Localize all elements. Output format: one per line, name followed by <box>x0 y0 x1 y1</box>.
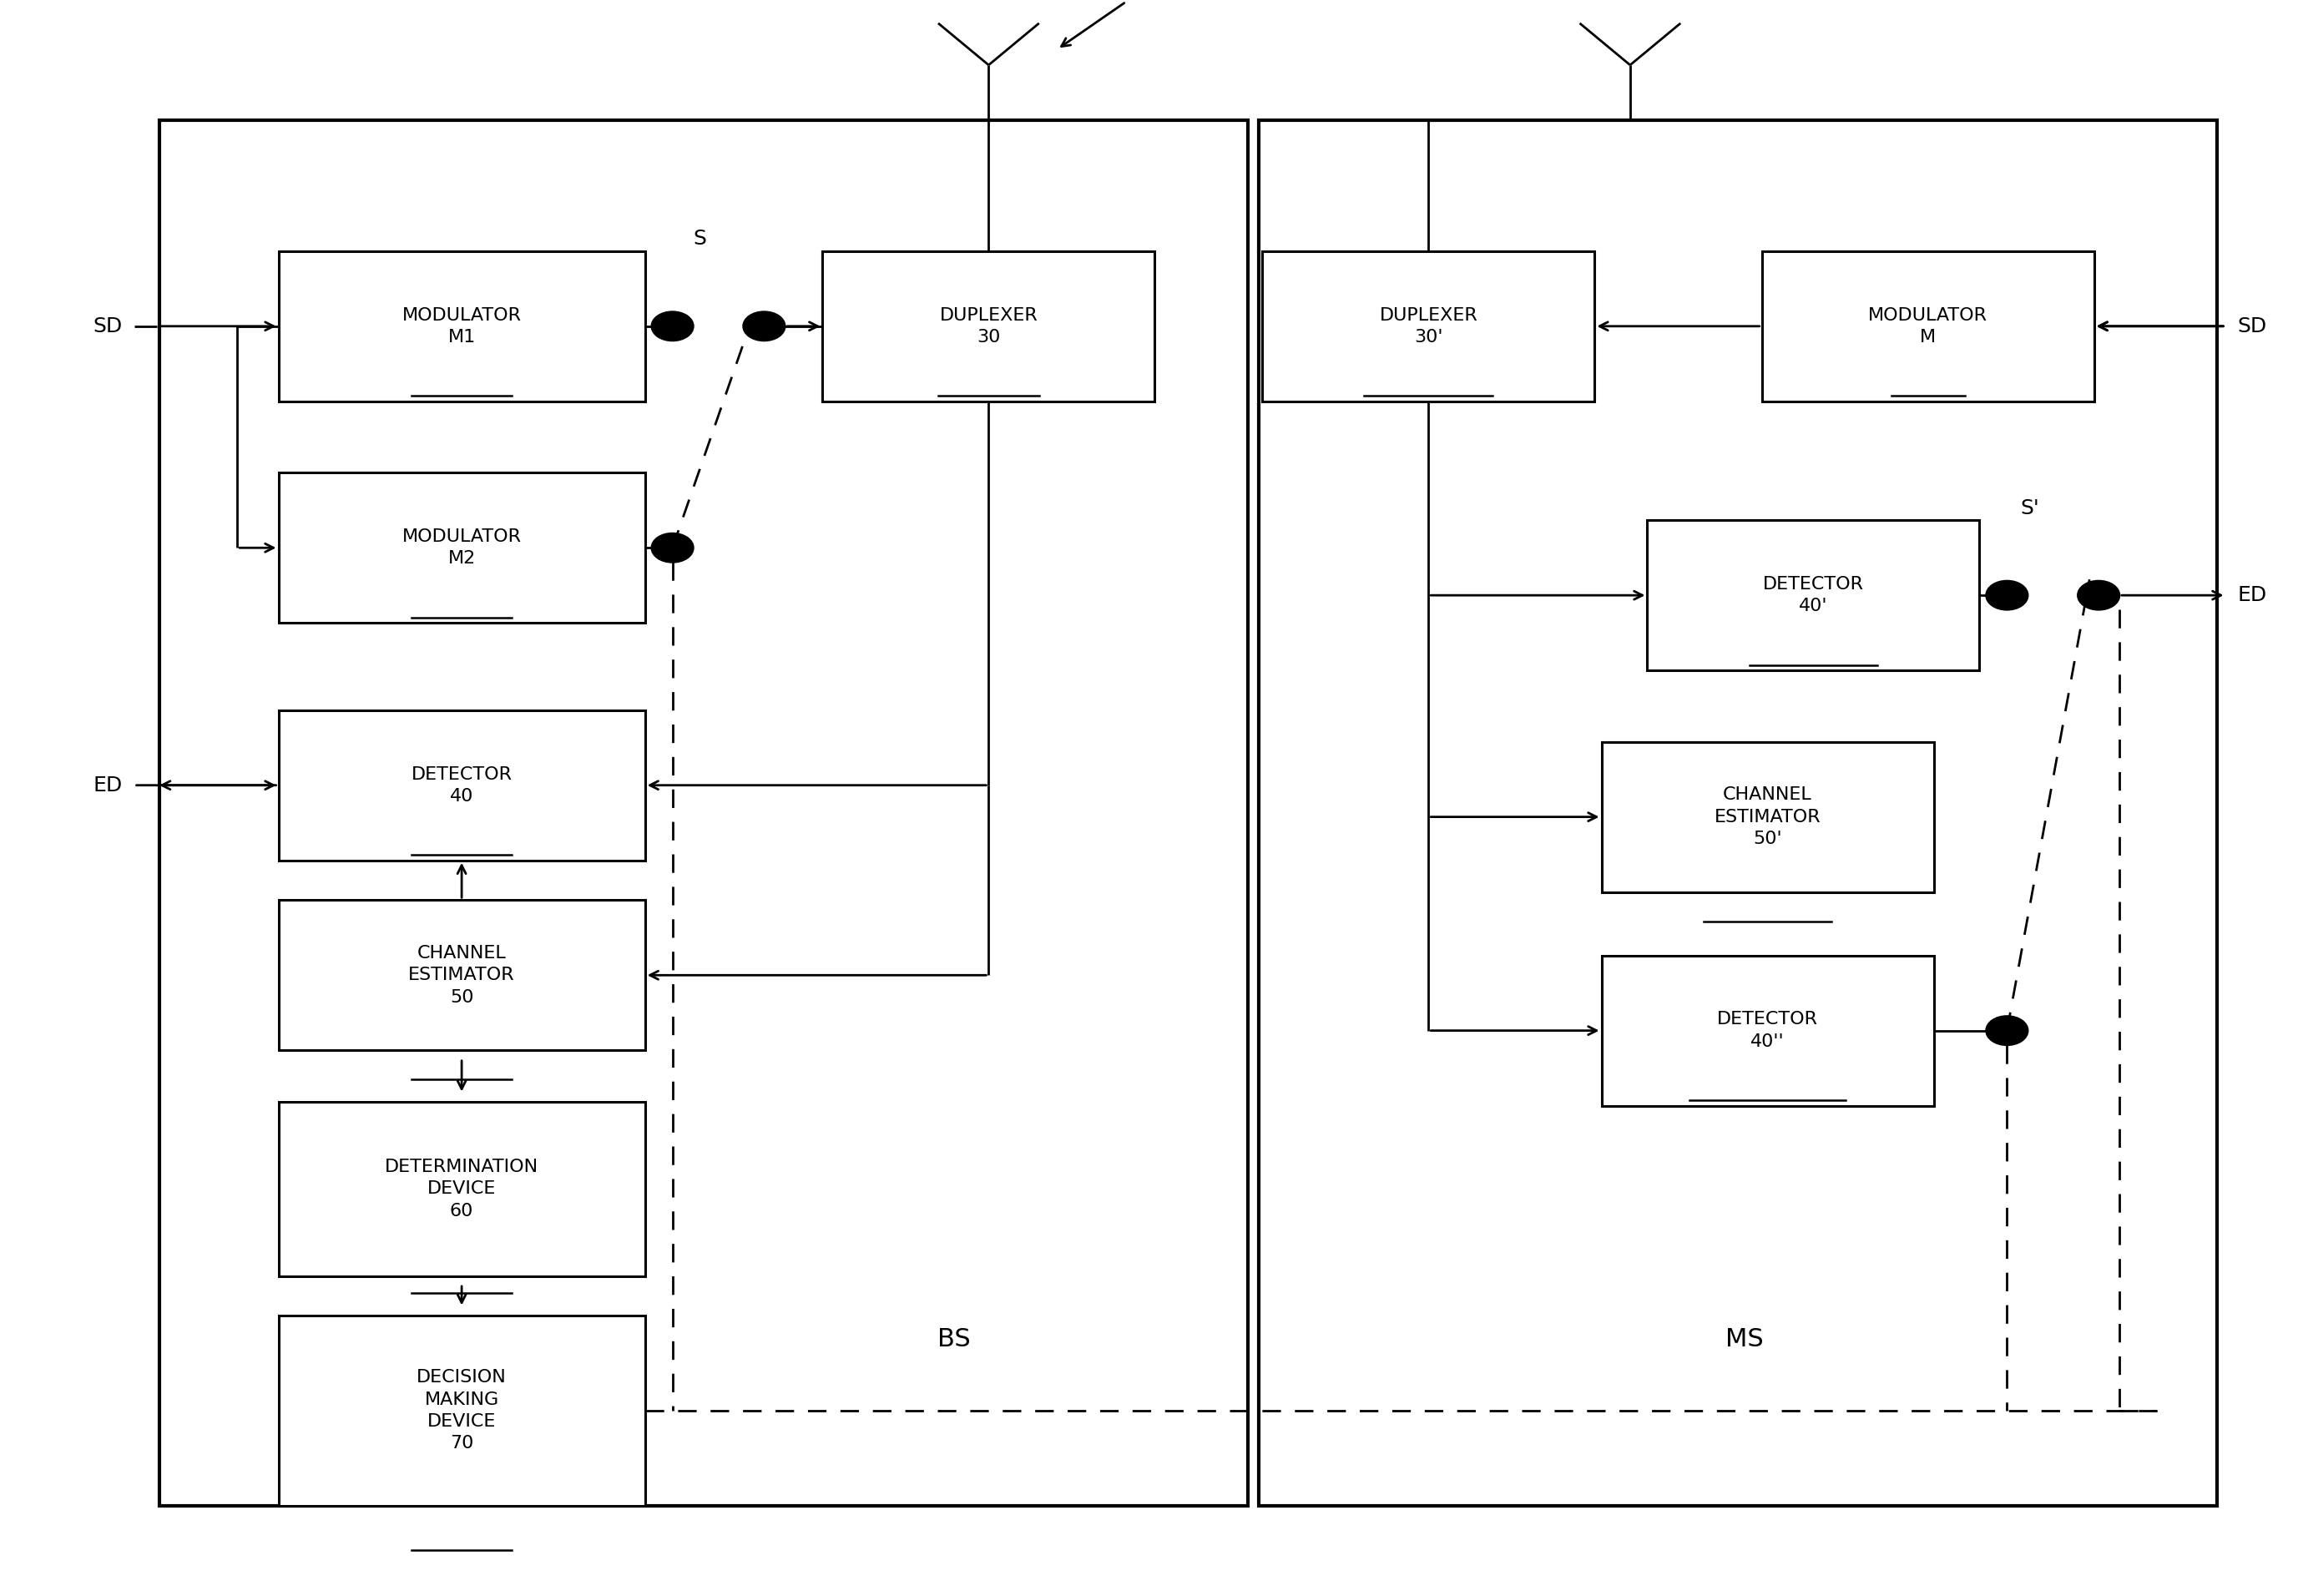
Text: DETERMINATION
DEVICE
60: DETERMINATION DEVICE 60 <box>384 1159 538 1219</box>
Text: MODULATOR
M2: MODULATOR M2 <box>402 528 522 567</box>
Circle shape <box>745 311 784 340</box>
Circle shape <box>653 311 694 340</box>
Circle shape <box>1985 581 2027 610</box>
Text: MODULATOR
M1: MODULATOR M1 <box>402 306 522 346</box>
Text: CHANNEL
ESTIMATOR
50: CHANNEL ESTIMATOR 50 <box>409 945 515 1005</box>
Bar <box>823 251 1154 401</box>
Bar <box>1262 251 1595 401</box>
Circle shape <box>1985 1017 2027 1045</box>
Bar <box>278 472 646 622</box>
Text: S': S' <box>2020 498 2038 519</box>
Bar <box>278 900 646 1050</box>
Text: DETECTOR
40: DETECTOR 40 <box>411 766 512 804</box>
Text: MS: MS <box>1726 1328 1765 1352</box>
Bar <box>278 251 646 401</box>
Circle shape <box>653 533 694 562</box>
Text: DECISION
MAKING
DEVICE
70: DECISION MAKING DEVICE 70 <box>416 1369 506 1452</box>
Bar <box>1259 120 2218 1505</box>
Text: DUPLEXER
30': DUPLEXER 30' <box>1379 306 1478 346</box>
Bar <box>278 1315 646 1505</box>
Bar <box>1648 520 1979 670</box>
Bar <box>278 1101 646 1275</box>
Text: DETECTOR
40'': DETECTOR 40'' <box>1717 1012 1818 1050</box>
Text: ED: ED <box>2238 586 2266 605</box>
Text: DETECTOR
40': DETECTOR 40' <box>1763 576 1864 614</box>
Bar <box>1602 742 1933 892</box>
Text: BS: BS <box>938 1328 970 1352</box>
Circle shape <box>2077 581 2119 610</box>
Text: SD: SD <box>2238 316 2266 337</box>
Text: SD: SD <box>94 316 122 337</box>
Text: S: S <box>694 230 705 249</box>
Text: CHANNEL
ESTIMATOR
50': CHANNEL ESTIMATOR 50' <box>1714 787 1820 847</box>
Bar <box>1602 956 1933 1106</box>
Text: DUPLEXER
30: DUPLEXER 30 <box>940 306 1039 346</box>
Text: ED: ED <box>94 776 122 795</box>
Text: MODULATOR
M: MODULATOR M <box>1868 306 1988 346</box>
Bar <box>1763 251 2093 401</box>
Bar <box>278 710 646 860</box>
Bar <box>159 120 1248 1505</box>
